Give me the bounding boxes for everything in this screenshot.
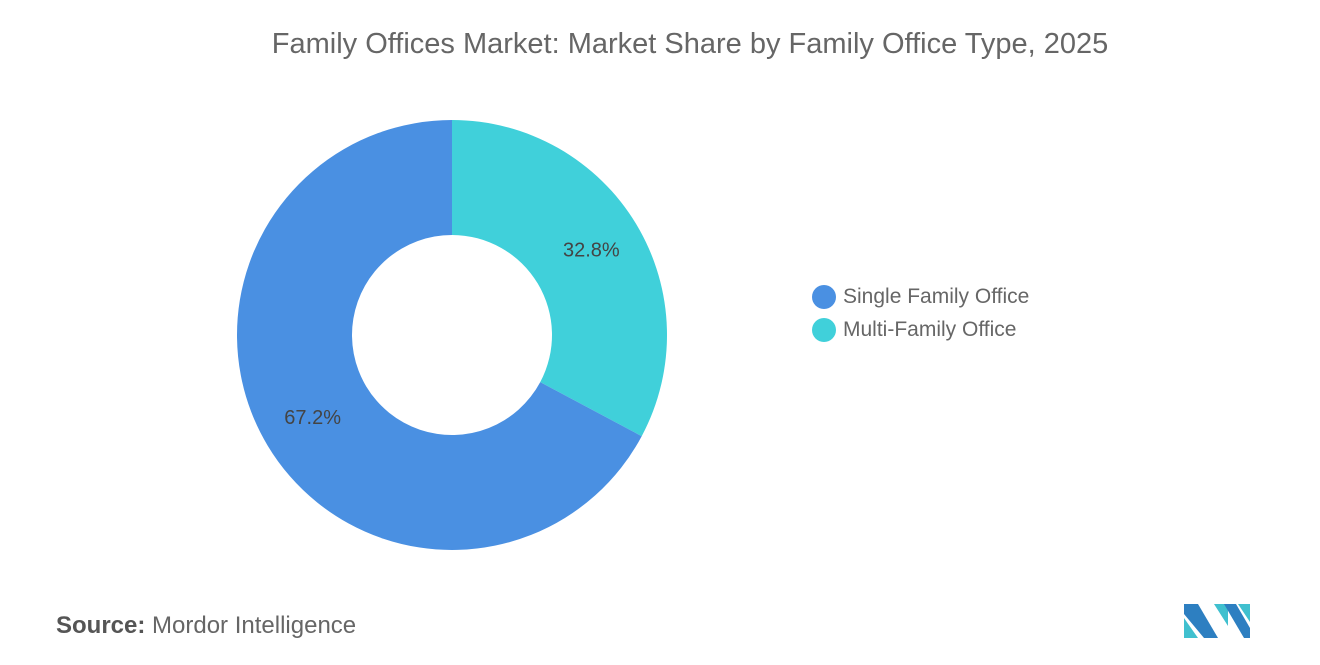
slice-multi-family-office[interactable] xyxy=(452,120,668,437)
slice-single-family-office[interactable] xyxy=(237,120,642,551)
legend-item-single-family-office[interactable]: Single Family Office xyxy=(812,285,1029,309)
legend-swatch xyxy=(812,318,836,342)
data-label: 67.2% xyxy=(284,407,341,429)
chart-title: Family Offices Market: Market Share by F… xyxy=(271,28,1109,60)
legend-label: Single Family Office xyxy=(843,285,1030,308)
legend-label: Multi-Family Office xyxy=(843,318,1017,341)
mordor-intelligence-logo xyxy=(1184,604,1250,638)
legend-swatch xyxy=(812,285,836,309)
legend-item-multi-family-office[interactable]: Multi-Family Office xyxy=(812,318,1016,342)
source-note: Source: Mordor Intelligence xyxy=(56,612,356,640)
source-label: Source: xyxy=(56,612,146,639)
source-text: Mordor Intelligence xyxy=(152,612,357,639)
data-label: 32.8% xyxy=(563,240,620,262)
